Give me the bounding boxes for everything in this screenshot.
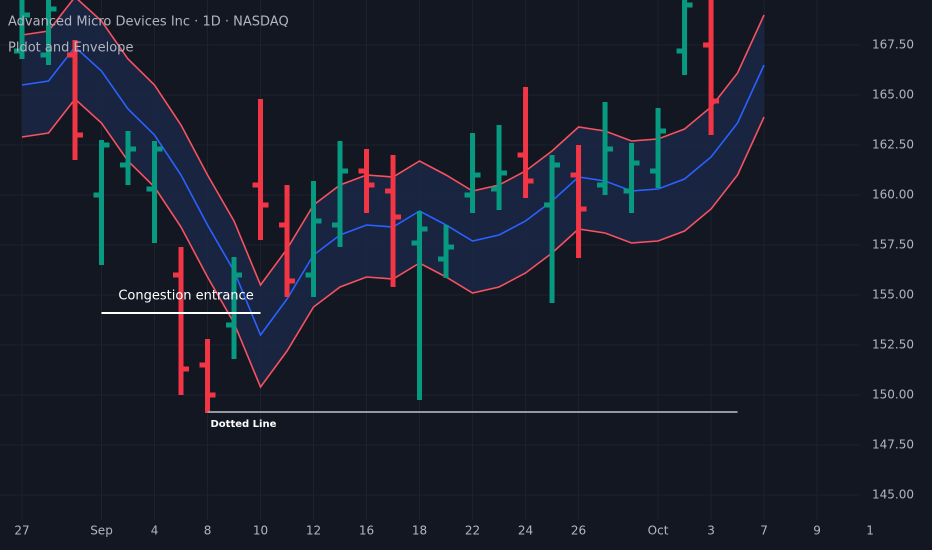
y-tick-label: 150.00 [872,388,914,402]
y-tick-label: 147.50 [872,438,914,452]
x-tick-label: 22 [465,524,480,538]
x-tick-label: Oct [648,524,669,538]
x-tick-label: 24 [518,524,533,538]
annotation-text: Dotted Line [211,419,277,430]
x-tick-label: 8 [204,524,212,538]
x-tick-label: 27 [14,524,29,538]
annotation-text: Congestion entrance [118,289,253,304]
x-tick-label: 4 [151,524,159,538]
chart-subtitle: Pldot and Envelope [8,41,133,56]
x-tick-label: 16 [359,524,374,538]
y-tick-label: 160.00 [872,188,914,202]
x-tick-label: 18 [412,524,427,538]
y-tick-label: 152.50 [872,338,914,352]
y-tick-label: 167.50 [872,38,914,52]
x-tick-label: 26 [571,524,586,538]
chart-title: Advanced Micro Devices Inc · 1D · NASDAQ [8,15,289,30]
x-tick-label: 1 [866,524,874,538]
y-tick-label: 145.00 [872,488,914,502]
x-tick-label: 10 [253,524,268,538]
x-tick-label: 12 [306,524,321,538]
x-tick-label: Sep [90,524,113,538]
x-tick-label: 7 [760,524,768,538]
x-tick-label: 3 [707,524,715,538]
y-tick-label: 165.00 [872,88,914,102]
x-tick-label: 9 [813,524,821,538]
y-tick-label: 157.50 [872,238,914,252]
y-tick-label: 162.50 [872,138,914,152]
y-tick-label: 155.00 [872,288,914,302]
